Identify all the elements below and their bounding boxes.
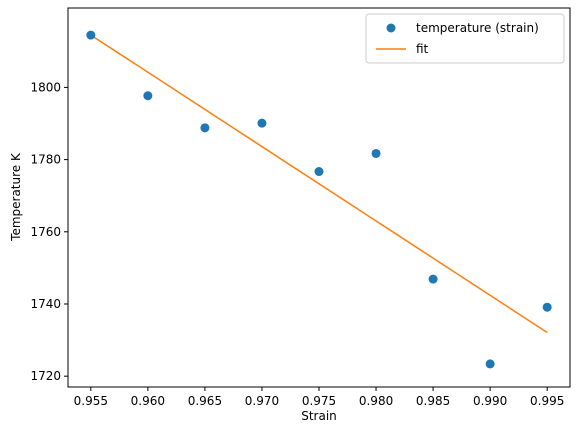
y-axis-label: Temperature K — [9, 152, 23, 242]
data-point — [485, 359, 495, 369]
data-point — [143, 91, 153, 101]
y-tick-label: 1720 — [30, 369, 61, 383]
y-tick-label: 1800 — [30, 80, 61, 94]
x-axis-ticks: 0.955 0.960 0.965 0.970 0.975 0.980 0.985 0.990… — [74, 387, 564, 408]
data-point — [86, 30, 96, 40]
x-tick-label: 0.970 — [245, 394, 279, 408]
x-tick-label: 0.960 — [131, 394, 165, 408]
legend: temperature (strain) fit — [365, 13, 565, 64]
y-tick-label: 1740 — [30, 297, 61, 311]
x-tick-label: 0.990 — [473, 394, 507, 408]
data-point — [371, 148, 381, 158]
x-tick-label: 0.955 — [74, 394, 108, 408]
data-point — [200, 123, 210, 133]
legend-fit-label: fit — [416, 42, 429, 56]
plot-marks — [86, 30, 552, 369]
legend-scatter-marker — [386, 23, 396, 33]
data-point — [428, 274, 438, 284]
x-tick-label: 0.995 — [530, 394, 564, 408]
y-tick-label: 1780 — [30, 153, 61, 167]
data-point — [257, 118, 267, 128]
x-tick-label: 0.980 — [359, 394, 393, 408]
fit-line — [90, 34, 548, 334]
y-axis-ticks: 1720 1740 1760 1780 1800 — [30, 80, 68, 383]
legend-scatter-label: temperature (strain) — [416, 21, 539, 35]
x-tick-label: 0.975 — [302, 394, 336, 408]
x-tick-label: 0.985 — [416, 394, 450, 408]
plot-background — [68, 8, 570, 387]
data-point — [314, 167, 324, 177]
x-tick-label: 0.965 — [188, 394, 222, 408]
x-axis-label: Strain — [301, 409, 337, 423]
legend-frame — [365, 13, 565, 64]
data-point — [542, 302, 552, 312]
y-tick-label: 1760 — [30, 225, 61, 239]
